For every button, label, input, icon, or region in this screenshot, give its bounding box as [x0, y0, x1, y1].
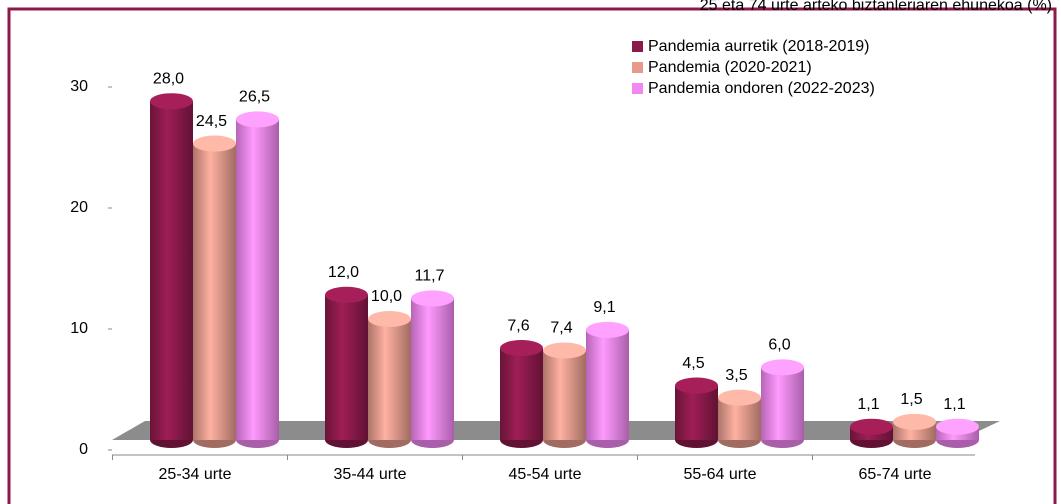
bar-top [543, 342, 586, 359]
value-label: 12,0 [328, 264, 359, 281]
bar-top [586, 321, 629, 338]
x-tick-label: 55-64 urte [684, 466, 757, 483]
legend-label: Pandemia (2020-2021) [648, 59, 812, 76]
x-tick-label: 25-34 urte [159, 466, 232, 483]
bar-top [411, 290, 454, 307]
legend-label: Pandemia aurretik (2018-2019) [648, 38, 869, 55]
value-label: 1,5 [900, 391, 922, 408]
bar [675, 385, 718, 440]
value-label: 10,0 [371, 288, 402, 305]
y-tick-label: 10 [70, 320, 88, 337]
bar-top [325, 286, 368, 303]
bar [500, 348, 543, 440]
bar-top [675, 377, 718, 394]
bar [193, 143, 236, 441]
bar [368, 319, 411, 440]
bar [236, 119, 279, 440]
bar [543, 350, 586, 440]
value-label: 3,5 [725, 367, 747, 384]
value-label: 4,5 [682, 355, 704, 372]
chart-title: 25 eta 74 urte arteko biztanleriaren ehu… [700, 0, 1052, 14]
y-tick-label: 0 [79, 441, 88, 458]
legend-swatch [632, 83, 643, 94]
value-label: 28,0 [153, 70, 184, 87]
bar [761, 367, 804, 440]
value-label: 11,7 [415, 268, 445, 285]
bar-top [236, 111, 279, 128]
bar-top [936, 418, 979, 435]
bar-top [850, 418, 893, 435]
bar [150, 101, 193, 440]
value-label: 1,1 [943, 396, 965, 413]
bar-top [193, 135, 236, 152]
value-label: 26,5 [239, 89, 270, 106]
y-tick-label: 20 [70, 199, 88, 216]
value-label: 7,4 [550, 320, 572, 337]
legend-label: Pandemia ondoren (2022-2023) [648, 80, 875, 97]
bar-top [500, 340, 543, 357]
bar-top [761, 359, 804, 376]
value-label: 7,6 [507, 317, 529, 334]
x-tick-label: 45-54 urte [509, 466, 582, 483]
x-tick-label: 35-44 urte [334, 466, 407, 483]
bar [325, 294, 368, 440]
bar [411, 298, 454, 440]
value-label: 24,5 [196, 113, 227, 130]
bar-top [893, 413, 936, 430]
bar-top [150, 93, 193, 110]
x-tick-label: 65-74 urte [859, 466, 932, 483]
value-label: 1,1 [857, 396, 879, 413]
legend-swatch [632, 41, 643, 52]
y-tick-label: 30 [70, 78, 88, 95]
bar-top [368, 311, 411, 327]
legend-swatch [632, 62, 643, 73]
value-label: 9,1 [593, 299, 615, 316]
bar [586, 329, 629, 440]
chart-frame [7, 7, 1057, 504]
value-label: 6,0 [768, 337, 790, 354]
bar-top [718, 389, 761, 406]
